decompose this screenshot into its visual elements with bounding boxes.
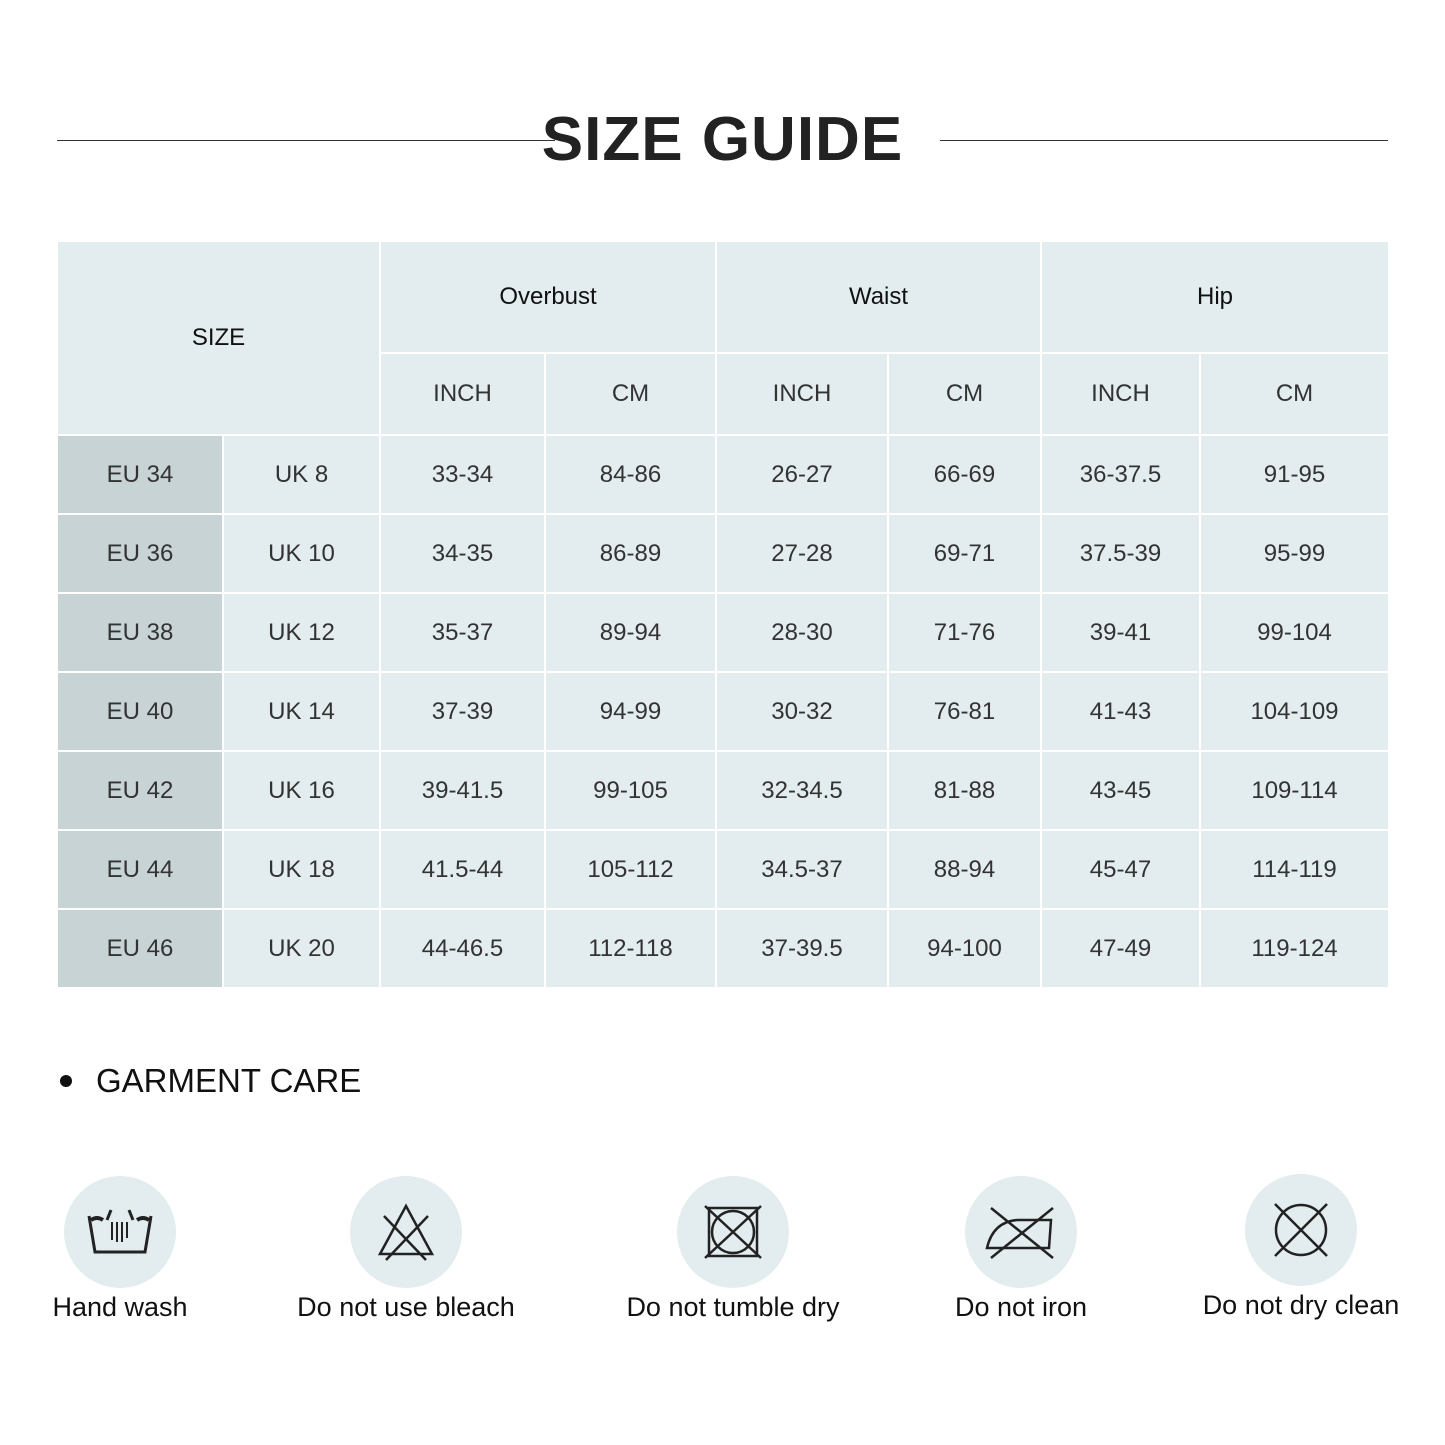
unit-header: CM [889, 354, 1040, 434]
measurement-cell: 91-95 [1201, 436, 1388, 513]
measurement-cell: 99-104 [1201, 594, 1388, 671]
care-label: Do not iron [954, 1292, 1088, 1322]
group-header-hip: Hip [1042, 242, 1388, 352]
measurement-cell: 28-30 [717, 594, 887, 671]
care-label: Do not tumble dry [626, 1292, 840, 1322]
measurement-cell: 34-35 [381, 515, 544, 592]
measurement-cell: 86-89 [546, 515, 715, 592]
eu-size-cell: EU 38 [58, 594, 222, 671]
measurement-cell: 112-118 [546, 910, 715, 987]
measurement-cell: 35-37 [381, 594, 544, 671]
unit-header: INCH [717, 354, 887, 434]
measurement-cell: 119-124 [1201, 910, 1388, 987]
measurement-cell: 37-39 [381, 673, 544, 750]
measurement-cell: 94-100 [889, 910, 1040, 987]
eu-size-cell: EU 44 [58, 831, 222, 908]
measurement-cell: 109-114 [1201, 752, 1388, 829]
group-header-overbust: Overbust [381, 242, 715, 352]
title-rule-right [940, 140, 1388, 141]
measurement-cell: 39-41 [1042, 594, 1199, 671]
measurement-cell: 37.5-39 [1042, 515, 1199, 592]
size-table: SIZE Overbust Waist Hip INCH CM INCH CM INCH… [58, 242, 1388, 987]
hand-wash-icon [87, 1209, 153, 1254]
measurement-cell: 88-94 [889, 831, 1040, 908]
measurement-cell: 99-105 [546, 752, 715, 829]
measurement-cell: 69-71 [889, 515, 1040, 592]
measurement-cell: 44-46.5 [381, 910, 544, 987]
measurement-cell: 105-112 [546, 831, 715, 908]
group-header-waist: Waist [717, 242, 1040, 352]
measurement-cell: 66-69 [889, 436, 1040, 513]
eu-size-cell: EU 46 [58, 910, 222, 987]
care-item-no-dry-clean: Do not dry clean [1151, 1174, 1445, 1321]
size-header: SIZE [58, 242, 379, 434]
measurement-cell: 104-109 [1201, 673, 1388, 750]
measurement-cell: 84-86 [546, 436, 715, 513]
measurement-cell: 45-47 [1042, 831, 1199, 908]
care-label: Do not use bleach [297, 1292, 515, 1322]
measurement-cell: 114-119 [1201, 831, 1388, 908]
eu-size-cell: EU 42 [58, 752, 222, 829]
measurement-cell: 27-28 [717, 515, 887, 592]
care-label: Do not dry clean [1202, 1290, 1400, 1320]
care-item-no-iron: Do not iron [871, 1176, 1171, 1323]
measurement-cell: 33-34 [381, 436, 544, 513]
unit-header: CM [546, 354, 715, 434]
title-rule-left [57, 140, 555, 141]
measurement-cell: 81-88 [889, 752, 1040, 829]
uk-size-cell: UK 18 [224, 831, 379, 908]
measurement-cell: 30-32 [717, 673, 887, 750]
measurement-cell: 71-76 [889, 594, 1040, 671]
page-title: SIZE GUIDE [541, 105, 904, 174]
garment-care-heading: GARMENT CARE [58, 1062, 361, 1100]
uk-size-cell: UK 16 [224, 752, 379, 829]
no-iron-icon [985, 1207, 1054, 1259]
measurement-cell: 41.5-44 [381, 831, 544, 908]
measurement-cell: 34.5-37 [717, 831, 887, 908]
measurement-cell: 32-34.5 [717, 752, 887, 829]
care-item-hand-wash: Hand wash [0, 1176, 270, 1323]
measurement-cell: 36-37.5 [1042, 436, 1199, 513]
uk-size-cell: UK 10 [224, 515, 379, 592]
eu-size-cell: EU 36 [58, 515, 222, 592]
uk-size-cell: UK 12 [224, 594, 379, 671]
eu-size-cell: EU 34 [58, 436, 222, 513]
no-dry-clean-icon [1274, 1203, 1328, 1257]
no-tumble-dry-icon [704, 1205, 762, 1259]
uk-size-cell: UK 8 [224, 436, 379, 513]
eu-size-cell: EU 40 [58, 673, 222, 750]
unit-header: INCH [381, 354, 544, 434]
care-label: Hand wash [52, 1292, 188, 1322]
bullet-icon [60, 1075, 72, 1087]
garment-care-label: GARMENT CARE [96, 1062, 362, 1099]
measurement-cell: 37-39.5 [717, 910, 887, 987]
measurement-cell: 39-41.5 [381, 752, 544, 829]
measurement-cell: 43-45 [1042, 752, 1199, 829]
measurement-cell: 41-43 [1042, 673, 1199, 750]
measurement-cell: 95-99 [1201, 515, 1388, 592]
measurement-cell: 76-81 [889, 673, 1040, 750]
uk-size-cell: UK 20 [224, 910, 379, 987]
measurement-cell: 89-94 [546, 594, 715, 671]
no-bleach-icon [377, 1203, 435, 1261]
unit-header: INCH [1042, 354, 1199, 434]
uk-size-cell: UK 14 [224, 673, 379, 750]
measurement-cell: 26-27 [717, 436, 887, 513]
care-item-no-bleach: Do not use bleach [256, 1176, 556, 1323]
care-item-no-tumble-dry: Do not tumble dry [583, 1176, 883, 1323]
measurement-cell: 94-99 [546, 673, 715, 750]
unit-header: CM [1201, 354, 1388, 434]
measurement-cell: 47-49 [1042, 910, 1199, 987]
